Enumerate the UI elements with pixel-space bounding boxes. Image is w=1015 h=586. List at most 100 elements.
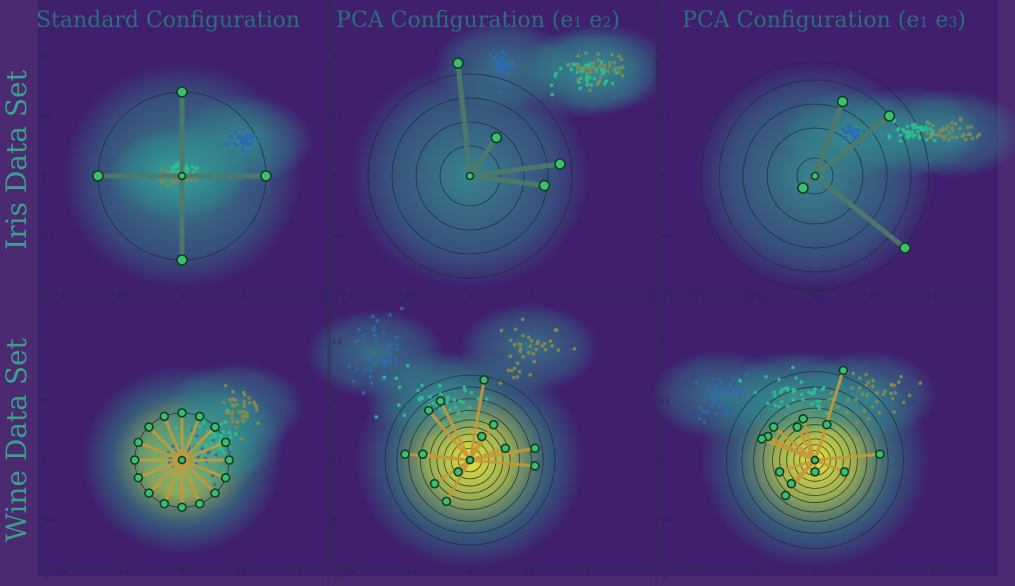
anchor-spoke	[180, 458, 228, 480]
data-point	[915, 125, 919, 129]
data-point	[706, 386, 711, 390]
data-point	[710, 404, 715, 408]
data-point	[842, 135, 846, 140]
data-point	[584, 77, 589, 82]
y-tick-label: 0	[332, 173, 336, 180]
x-tick-label: 1	[933, 293, 937, 300]
data-point	[896, 127, 900, 131]
x-tick-label: -0.5	[404, 293, 416, 300]
y-tick-label: 1	[332, 398, 336, 405]
anchor-spoke	[455, 60, 473, 179]
data-point	[495, 64, 499, 69]
data-point	[453, 405, 458, 409]
data-point	[814, 399, 819, 403]
center-node	[465, 171, 475, 181]
data-point	[585, 82, 590, 87]
anchor-spoke	[813, 458, 846, 474]
data-point	[741, 385, 745, 389]
data-point	[582, 68, 586, 73]
data-point	[753, 390, 758, 395]
anchor-node	[176, 86, 188, 98]
data-point	[602, 66, 606, 71]
data-point	[908, 133, 913, 137]
data-point	[511, 375, 516, 380]
data-point	[911, 126, 916, 130]
data-point	[961, 132, 966, 137]
data-point	[212, 482, 217, 487]
y-tick-label: 0.5	[660, 113, 670, 120]
data-point	[369, 381, 374, 386]
data-point	[931, 123, 935, 128]
data-point	[778, 390, 783, 395]
data-point	[945, 124, 950, 129]
data-point	[372, 325, 376, 330]
data-point	[510, 59, 515, 63]
data-point	[420, 396, 424, 401]
data-point	[438, 407, 443, 411]
data-point	[723, 389, 727, 393]
anchor-spoke	[162, 414, 184, 462]
data-point	[617, 66, 621, 70]
data-point	[714, 411, 719, 416]
data-point	[230, 419, 235, 424]
anchor-node	[133, 437, 144, 448]
anchor-node	[798, 413, 809, 424]
x-tick-label: -0.5	[750, 569, 762, 576]
data-point	[221, 400, 226, 405]
data-point	[607, 60, 612, 65]
x-tick-label: -0.5	[749, 293, 761, 300]
data-point	[589, 70, 593, 75]
x-tick-label: 0.5	[525, 293, 535, 300]
data-point	[248, 134, 253, 139]
row-title-wine: Wine Data Set	[0, 337, 33, 541]
data-point	[505, 81, 510, 85]
data-point	[394, 335, 399, 340]
data-point	[617, 54, 621, 59]
data-point	[801, 397, 805, 402]
data-point	[925, 131, 930, 135]
data-point	[498, 89, 502, 94]
contour-ring	[439, 145, 501, 207]
data-point	[397, 385, 402, 389]
data-point	[851, 371, 856, 376]
data-point	[372, 333, 377, 338]
anchor-spoke	[439, 399, 472, 462]
data-point	[192, 170, 196, 174]
data-point	[231, 389, 235, 394]
anchor-node	[441, 496, 452, 507]
data-point	[463, 388, 467, 393]
contour-ring	[443, 433, 497, 487]
data-point	[855, 135, 859, 139]
data-point	[227, 430, 232, 435]
data-point	[221, 450, 226, 455]
data-point	[387, 358, 392, 363]
anchor-node	[875, 449, 885, 459]
data-point	[554, 71, 558, 76]
data-point	[901, 400, 906, 405]
data-point	[620, 65, 624, 70]
data-point	[792, 388, 797, 393]
data-point	[534, 347, 538, 352]
panel-wine-pca13: -1 -0.5 0 0.5 1 1 0.5 0 -0.5 -1	[650, 300, 998, 582]
data-point	[195, 434, 199, 438]
data-point	[906, 132, 910, 136]
data-point	[352, 379, 356, 383]
data-point	[405, 363, 410, 368]
y-tick-label: 0	[660, 173, 664, 180]
data-point	[172, 169, 176, 173]
data-point	[595, 82, 599, 87]
anchor-spoke	[180, 414, 202, 462]
anchor-node	[452, 57, 464, 70]
anchor-node	[490, 131, 503, 144]
data-point	[245, 150, 250, 154]
data-point	[576, 77, 580, 82]
data-point	[931, 128, 936, 133]
x-tick-label: -1	[692, 293, 698, 300]
data-point	[970, 136, 975, 141]
anchor-node	[838, 365, 849, 376]
data-point	[576, 54, 581, 58]
data-point	[230, 416, 235, 421]
data-point	[889, 391, 893, 396]
data-point	[777, 377, 781, 382]
data-point	[889, 383, 894, 387]
